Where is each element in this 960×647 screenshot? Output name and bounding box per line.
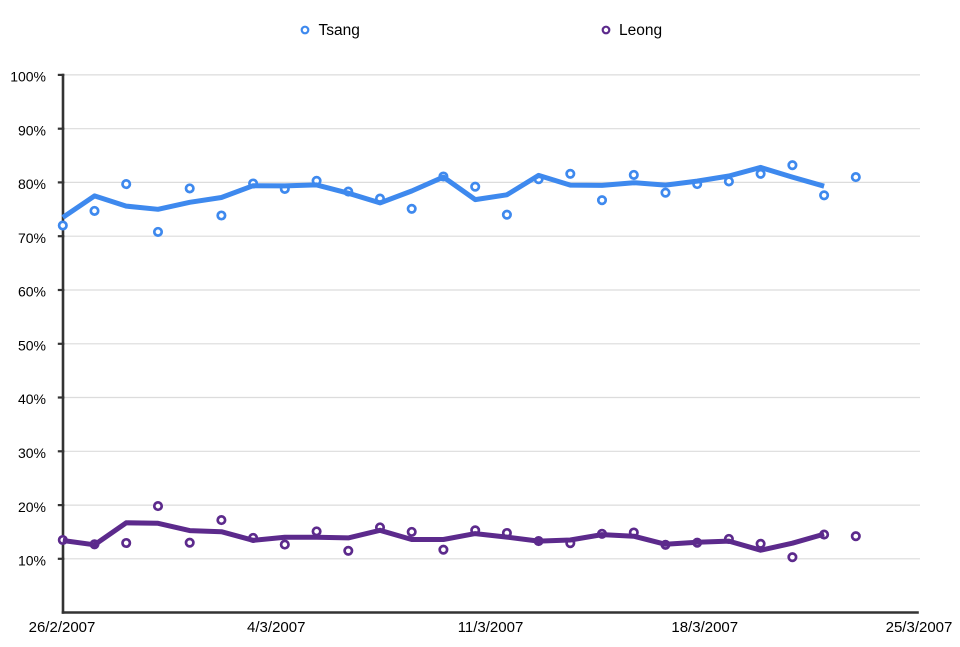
svg-text:50%: 50% xyxy=(18,338,46,354)
svg-text:26/2/2007: 26/2/2007 xyxy=(29,619,96,636)
svg-text:90%: 90% xyxy=(18,122,46,138)
svg-text:70%: 70% xyxy=(18,230,46,246)
svg-text:18/3/2007: 18/3/2007 xyxy=(671,619,738,636)
svg-text:11/3/2007: 11/3/2007 xyxy=(458,619,524,636)
svg-text:4/3/2007: 4/3/2007 xyxy=(247,619,305,636)
svg-text:80%: 80% xyxy=(18,176,46,192)
svg-text:20%: 20% xyxy=(18,499,46,515)
svg-text:Leong: Leong xyxy=(619,22,662,39)
svg-text:100%: 100% xyxy=(10,69,46,85)
svg-text:30%: 30% xyxy=(18,445,46,461)
svg-text:60%: 60% xyxy=(18,284,46,300)
svg-text:Tsang: Tsang xyxy=(319,22,360,39)
svg-text:25/3/2007: 25/3/2007 xyxy=(886,619,953,636)
svg-text:40%: 40% xyxy=(18,391,46,407)
svg-text:10%: 10% xyxy=(18,553,46,569)
